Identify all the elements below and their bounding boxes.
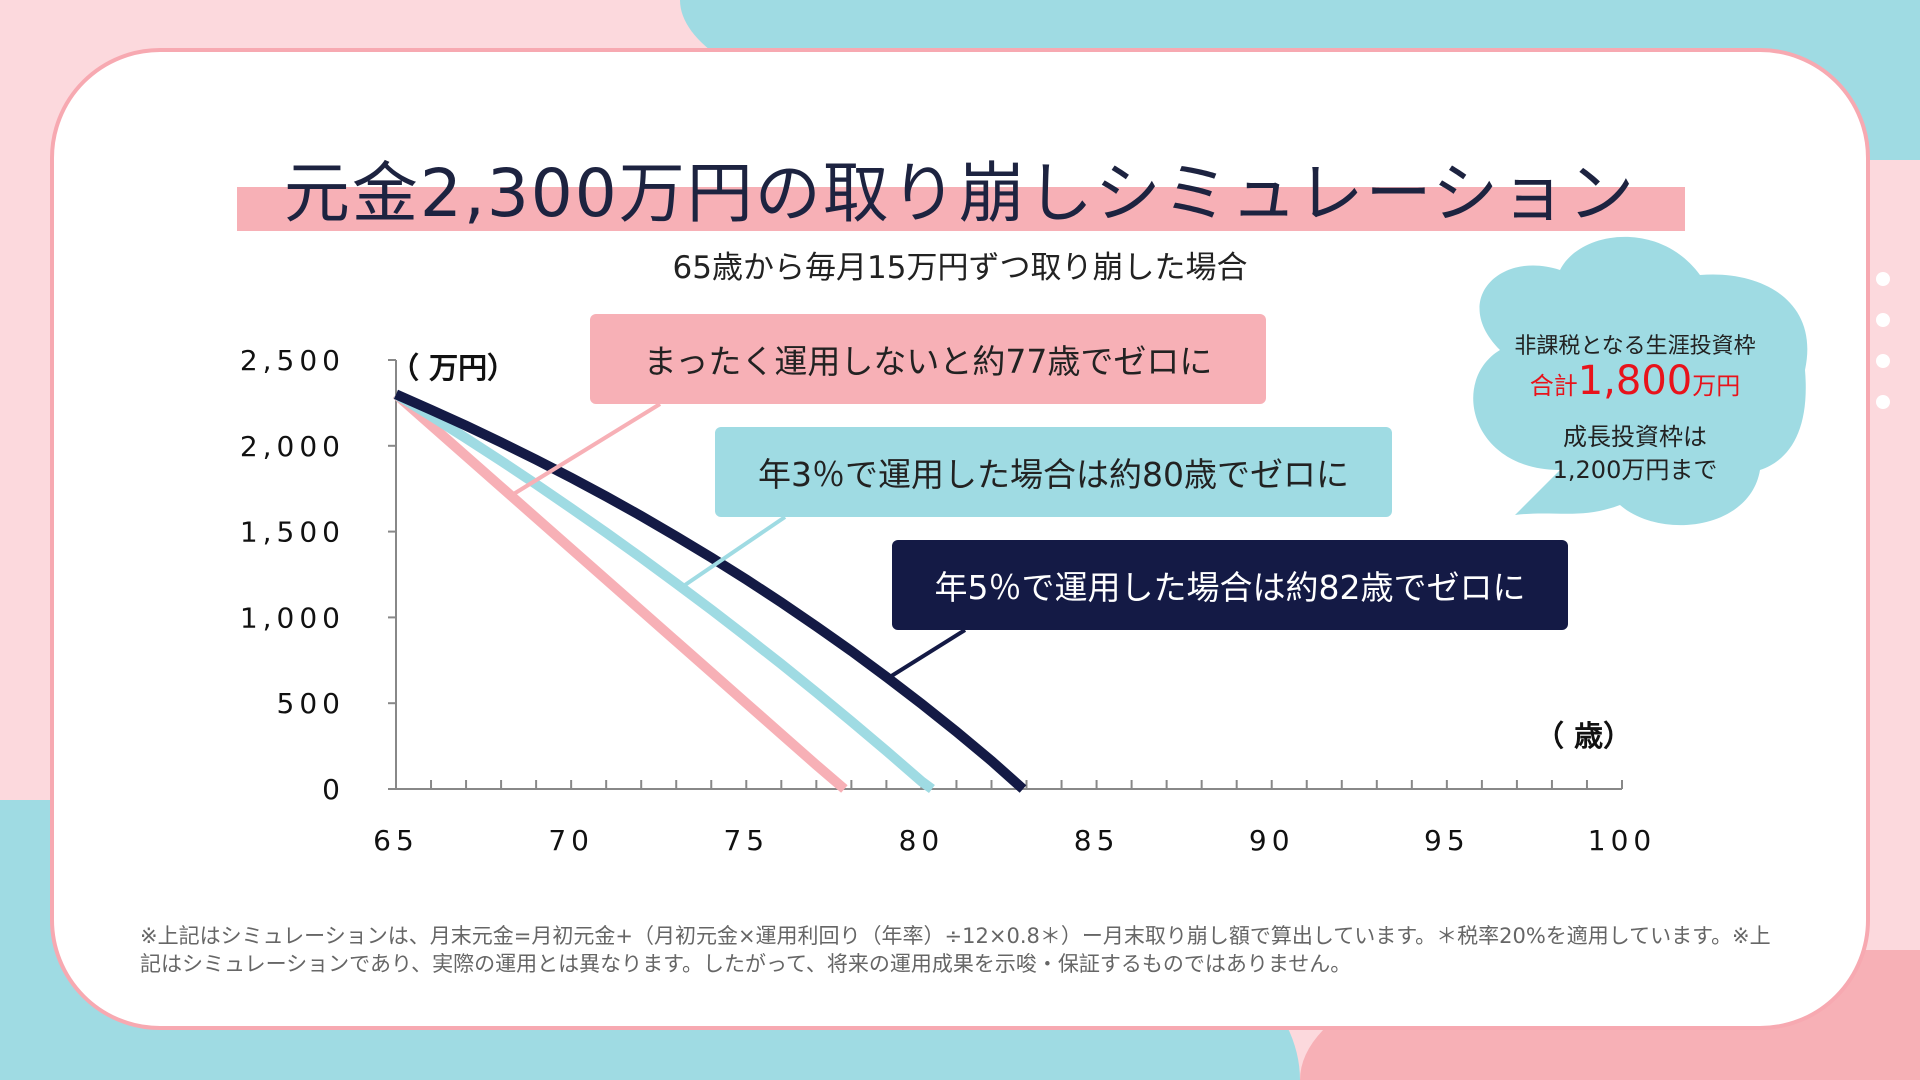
title-highlight: [237, 187, 1685, 231]
cloud-line3: 成長投資枠は: [1563, 423, 1707, 451]
deco-dot: [1876, 395, 1890, 409]
x-axis-unit: （ 歳）: [1535, 719, 1633, 753]
footnote: ※上記はシミュレーションは、月末元金=月初元金+（月初元金×運用利回り（年率）÷…: [140, 924, 1771, 976]
leader-line-no-investment: [510, 402, 662, 497]
x-tick-label: 85: [1074, 824, 1120, 857]
page-subtitle: 65歳から毎月15万円ずつ取り崩した場合: [672, 250, 1248, 286]
x-tick-label: 80: [899, 824, 945, 857]
deco-dot: [1876, 272, 1890, 286]
deco-dot: [1876, 313, 1890, 327]
page-title: 元金2,300万円の取り崩しシミュレーション: [283, 155, 1637, 232]
y-tick-label: 0: [322, 773, 345, 806]
x-tick-label: 100: [1588, 824, 1656, 857]
series-line-1: [393, 390, 935, 794]
y-tick-label: 500: [277, 687, 345, 720]
x-tick-label: 65: [373, 824, 419, 857]
y-tick-label: 1,000: [240, 601, 345, 634]
cloud-total-prefix: 合計: [1529, 372, 1578, 400]
callout-5-percent: 年5％で運用した場合は約82歳でゼロに: [892, 540, 1568, 630]
x-tick-label: 70: [548, 824, 594, 857]
x-tick-label: 95: [1424, 824, 1470, 857]
cloud-line1: 非課税となる生涯投資枠: [1514, 334, 1756, 359]
callout-no-investment: まったく運用しないと約77歳でゼロに: [590, 314, 1266, 404]
cloud-total-suffix: 万円: [1692, 372, 1741, 400]
callout-3-percent: 年3％で運用した場合は約80歳でゼロに: [715, 427, 1392, 517]
cloud-line4: 1,200万円まで: [1552, 456, 1718, 484]
y-axis-unit: （ 万円）: [390, 351, 517, 385]
leader-line-5-percent: [883, 628, 967, 682]
deco-dot: [1876, 354, 1890, 368]
leader-line-3-percent: [680, 515, 787, 589]
y-tick-label: 2,000: [240, 430, 345, 463]
x-tick-label: 75: [723, 824, 769, 857]
cloud-total-amount: 1,800: [1577, 358, 1693, 404]
cloud-line2: 合計1,800万円: [1470, 358, 1800, 404]
series-line-0: [392, 390, 848, 793]
speech-cloud: [1473, 236, 1808, 526]
y-tick-label: 2,500: [240, 344, 345, 377]
y-tick-label: 1,500: [240, 516, 345, 549]
x-tick-label: 90: [1249, 824, 1295, 857]
series-line-2: [393, 389, 1027, 793]
